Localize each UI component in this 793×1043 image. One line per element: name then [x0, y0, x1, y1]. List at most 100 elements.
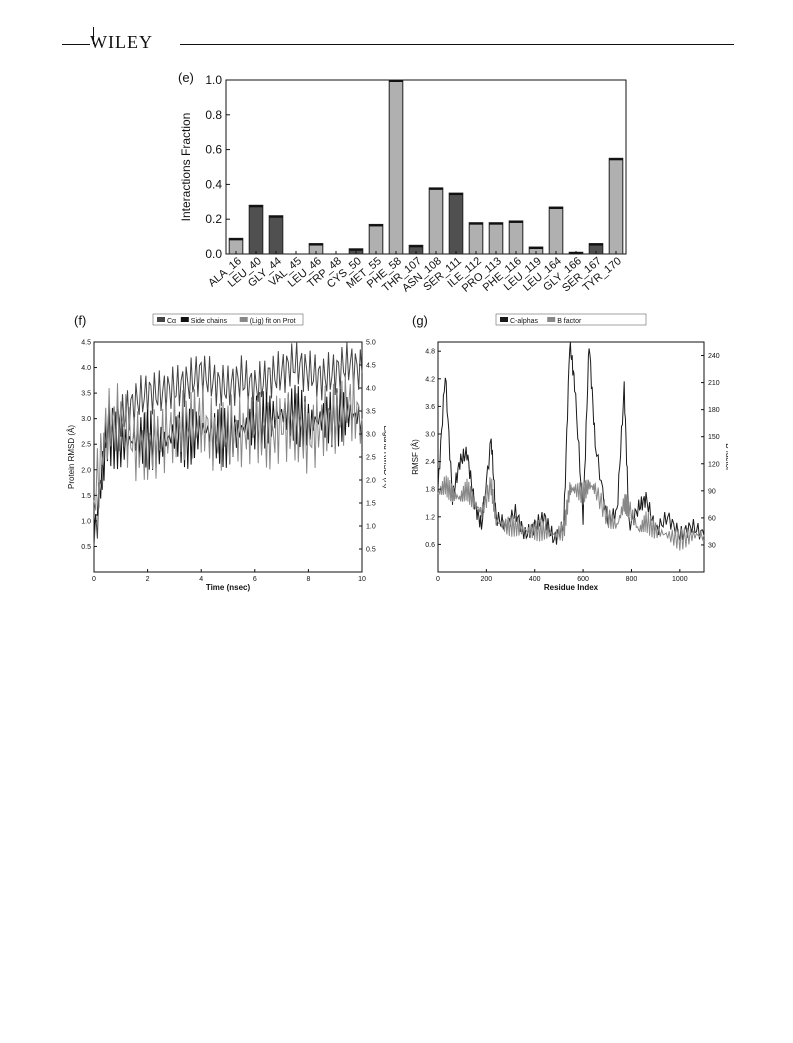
- y2-tick-label: 2.5: [366, 455, 376, 462]
- plot-frame: [437, 341, 705, 573]
- legend-swatch: [500, 317, 508, 322]
- legend-swatch: [157, 317, 165, 322]
- bar-cap: [229, 238, 243, 241]
- y2-tick-label: 30: [708, 542, 716, 549]
- y2-tick-label: 3.5: [366, 409, 376, 416]
- y-tick-label: 0.6: [205, 143, 222, 157]
- y-tick-label: 4.5: [81, 340, 91, 347]
- x-tick-label: 800: [626, 576, 638, 583]
- legend-swatch: [239, 317, 248, 322]
- bar: [508, 220, 524, 255]
- panel-label-e: (e): [178, 70, 194, 85]
- bar: [268, 215, 284, 255]
- y-tick-label: 0.2: [205, 212, 222, 226]
- bar-cap: [529, 247, 543, 250]
- x-tick-label: 1000: [672, 576, 688, 583]
- bar-cap: [309, 243, 323, 246]
- x-tick-label: 2: [146, 576, 150, 583]
- y2-tick-label: 4.5: [366, 363, 376, 370]
- bar-cap: [489, 222, 503, 225]
- bar-cap: [269, 215, 283, 218]
- bar-cap: [409, 245, 423, 248]
- y-tick-label: 2.5: [81, 442, 91, 449]
- bar: [388, 79, 404, 255]
- journal-header: WILEY: [62, 24, 734, 52]
- bar-cap: [349, 248, 363, 251]
- y2-tick-label: 0.5: [366, 547, 376, 554]
- legend-entry: C-alphas: [510, 318, 539, 325]
- legend-entry: Cα: [167, 318, 176, 325]
- y-tick-label: 1.5: [81, 493, 91, 500]
- y-tick-label: 0.4: [205, 177, 222, 191]
- y2-tick-label: 1.0: [366, 524, 376, 531]
- y-tick-label: 4.0: [81, 365, 91, 372]
- bar: [608, 157, 624, 255]
- y-tick-label: 1.0: [205, 73, 222, 87]
- y2-tick-label: 4.0: [366, 386, 376, 393]
- x-axis-label: Time (nsec): [206, 583, 251, 592]
- x-tick-label: 400: [529, 576, 541, 583]
- y2-tick-label: 120: [708, 461, 720, 468]
- y2-axis-label: Ligand RMSD (Å): [382, 426, 386, 489]
- y2-tick-label: 5.0: [366, 340, 376, 347]
- legend-box: [495, 313, 647, 326]
- bar: [448, 192, 464, 255]
- bar: [428, 187, 444, 255]
- rmsd-line-chart: Cα Side chains (Lig) fit on Prot 0 2 4 6 8 10 0.5…: [67, 313, 386, 592]
- bar: [368, 223, 384, 255]
- series-line: [437, 475, 705, 551]
- y-axis-label: Interactions Fraction: [179, 113, 193, 222]
- y-tick-label: 2.0: [81, 467, 91, 474]
- y-tick-label: 0.0: [205, 247, 222, 261]
- panel-label-g: (g): [412, 313, 428, 328]
- header-rule-right: [180, 44, 734, 45]
- y-tick-label: 0.8: [205, 108, 222, 122]
- x-tick-label: 10: [358, 576, 366, 583]
- bar: [468, 222, 484, 255]
- series-line: [93, 341, 363, 547]
- y2-tick-label: 240: [708, 353, 720, 360]
- bar-cap: [249, 205, 263, 208]
- x-axis-label: Residue Index: [544, 583, 599, 592]
- x-tick-label: 600: [577, 576, 589, 583]
- bar-cap: [549, 207, 563, 210]
- legend-swatch: [180, 317, 189, 322]
- x-tick-label: 200: [481, 576, 493, 583]
- y-tick-label: 2.4: [425, 459, 435, 466]
- bar: [548, 206, 564, 255]
- legend-entry: Side chains: [191, 318, 228, 325]
- header-rule-left: [62, 44, 90, 45]
- bar-cap: [449, 193, 463, 196]
- panel-label-f: (f): [74, 313, 87, 328]
- bar-cap: [369, 224, 383, 227]
- y2-tick-label: 3.0: [366, 432, 376, 439]
- y-tick-label: 3.0: [81, 416, 91, 423]
- y2-tick-label: 210: [708, 380, 720, 387]
- y-tick-label: 3.5: [81, 391, 91, 398]
- publisher-logo: WILEY: [90, 32, 153, 52]
- rmsf-line-chart: C-alphas B factor 0 200 400 600 800 1000 0.6 1.2 1…: [411, 313, 728, 592]
- bar: [248, 204, 264, 255]
- y-tick-label: 1.2: [425, 514, 435, 521]
- bar-cap: [509, 220, 523, 223]
- legend-box: [152, 313, 304, 326]
- y-tick-label: 1.0: [81, 518, 91, 525]
- y-axis-label: Protein RMSD (Å): [67, 425, 76, 489]
- plot-frame: [225, 79, 627, 255]
- y2-tick-label: 90: [708, 488, 716, 495]
- bar-cap: [589, 243, 603, 246]
- y-axis-label: RMSF (Å): [411, 439, 420, 475]
- legend-swatch: [547, 317, 556, 322]
- x-tick-label: 4: [199, 576, 203, 583]
- y-tick-label: 1.8: [425, 487, 435, 494]
- y2-tick-label: 60: [708, 515, 716, 522]
- y-tick-label: 4.2: [425, 376, 435, 383]
- x-tick-label: 6: [253, 576, 257, 583]
- y-tick-label: 4.8: [425, 349, 435, 356]
- bar-cap: [609, 158, 623, 161]
- y2-tick-label: 1.5: [366, 501, 376, 508]
- y2-axis-label: B factor: [724, 443, 728, 471]
- y2-tick-label: 180: [708, 407, 720, 414]
- y2-tick-label: 150: [708, 434, 720, 441]
